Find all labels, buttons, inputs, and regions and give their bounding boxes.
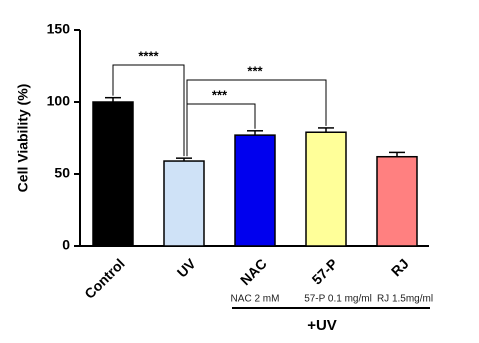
treatment-label: RJ 1.5mg/ml <box>377 294 433 305</box>
bar <box>305 131 347 247</box>
bar <box>234 134 276 247</box>
significance-label: *** <box>247 63 263 78</box>
significance-label: **** <box>138 48 159 63</box>
y-tick-label: 0 <box>62 237 70 253</box>
significance-label: *** <box>212 87 228 102</box>
x-tick-label: 57-P <box>309 255 341 287</box>
bar <box>163 160 205 247</box>
significance-bracket <box>112 64 185 157</box>
bar <box>376 155 418 247</box>
treatment-label: 57-P 0.1 mg/ml <box>304 294 372 305</box>
group-label: +UV <box>307 317 337 334</box>
x-tick-label: RJ <box>388 255 412 279</box>
y-tick-label: 100 <box>47 93 71 109</box>
x-tick-label: NAC <box>237 255 270 288</box>
bar <box>92 101 134 247</box>
treatment-label: NAC 2 mM <box>231 294 280 305</box>
y-tick-label: 50 <box>54 165 70 181</box>
x-tick-label: Control <box>81 255 128 302</box>
significance-bracket <box>186 103 256 157</box>
x-tick-label: UV <box>174 255 200 281</box>
y-tick-label: 150 <box>47 21 71 37</box>
y-axis-label: Cell Viability (%) <box>15 84 31 193</box>
